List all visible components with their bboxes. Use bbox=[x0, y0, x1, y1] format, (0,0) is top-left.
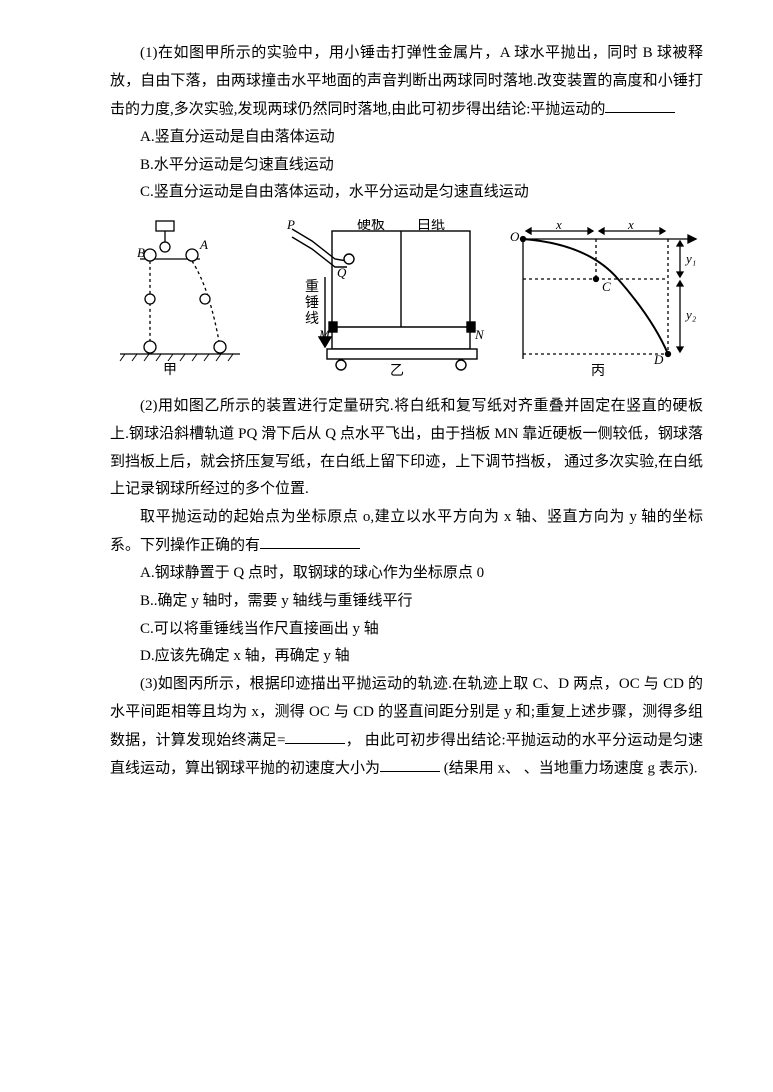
q3-post: (结果用 x、 、当地重力场速度 g 表示). bbox=[440, 760, 698, 776]
fig-bing-y2: y₂ bbox=[684, 307, 697, 322]
q2-p2-text: 取平抛运动的起始点为坐标原点 o,建立以水平方向为 x 轴、竖直方向为 y 轴的… bbox=[110, 509, 703, 553]
fig-bing-label: 丙 bbox=[591, 364, 605, 379]
q3-blank-2[interactable] bbox=[380, 755, 440, 773]
fig-yi-label: 乙 bbox=[390, 363, 404, 379]
fig-jia-label: 甲 bbox=[163, 363, 177, 378]
fig-bing-x2: x bbox=[627, 219, 634, 232]
q1-opt-b: B.水平分运动是匀速直线运动 bbox=[110, 152, 703, 180]
q3-blank-1[interactable] bbox=[285, 727, 345, 745]
q3-stem: (3)如图丙所示，根据印迹描出平抛运动的轨迹.在轨迹上取 C、D 两点，OC 与… bbox=[110, 671, 703, 783]
q1-blank[interactable] bbox=[605, 96, 675, 114]
q1-stem: (1)在如图甲所示的实验中，用小锤击打弹性金属片，A 球水平抛出，同时 B 球被… bbox=[110, 40, 703, 124]
fig-yi-p: P bbox=[286, 219, 295, 232]
q2-opt-b: B..确定 y 轴时，需要 y 轴线与重锤线平行 bbox=[110, 588, 703, 616]
fig-jia-a: A bbox=[199, 237, 208, 252]
figure-row: B A 甲 bbox=[110, 219, 703, 379]
q2-blank[interactable] bbox=[260, 532, 360, 550]
q2-p2: 取平抛运动的起始点为坐标原点 o,建立以水平方向为 x 轴、竖直方向为 y 轴的… bbox=[110, 504, 703, 560]
fig-bing-o: O bbox=[510, 229, 520, 244]
q2-opt-a: A.钢球静置于 Q 点时，取钢球的球心作为坐标原点 0 bbox=[110, 560, 703, 588]
figure-jia: B A 甲 bbox=[110, 219, 245, 379]
fig-yi-yingban: 硬板 bbox=[357, 219, 385, 233]
fig-yi-m: M bbox=[318, 327, 331, 342]
fig-yi-n: N bbox=[474, 327, 485, 342]
fig-bing-y1: y₁ bbox=[684, 251, 696, 266]
fig-yi-cx3: 线 bbox=[305, 311, 319, 327]
q2-p1: (2)用如图乙所示的装置进行定量研究.将白纸和复写纸对齐重叠并固定在竖直的硬板上… bbox=[110, 393, 703, 504]
fig-yi-cx2: 锤 bbox=[305, 295, 319, 311]
fig-yi-q: Q bbox=[337, 265, 347, 280]
q1-opt-c: C.竖直分运动是自由落体运动，水平分运动是匀速直线运动 bbox=[110, 179, 703, 207]
figure-bing: O x x C D y₁ y₂ 丙 bbox=[498, 219, 703, 379]
q2-opt-c: C.可以将重锤线当作尺直接画出 y 轴 bbox=[110, 616, 703, 644]
fig-yi-baizhi: 白纸 bbox=[417, 219, 445, 233]
q1-opt-a: A.竖直分运动是自由落体运动 bbox=[110, 124, 703, 152]
page: (1)在如图甲所示的实验中，用小锤击打弹性金属片，A 球水平抛出，同时 B 球被… bbox=[0, 0, 773, 843]
fig-bing-d: D bbox=[653, 352, 664, 367]
fig-yi-cx1: 重 bbox=[305, 279, 319, 295]
fig-bing-x1: x bbox=[555, 219, 562, 232]
fig-bing-c: C bbox=[602, 279, 611, 294]
fig-jia-b: B bbox=[137, 245, 145, 260]
figure-yi: 硬板 白纸 P Q 重 锤 线 M N 乙 bbox=[257, 219, 487, 379]
q2-opt-d: D.应该先确定 x 轴，再确定 y 轴 bbox=[110, 643, 703, 671]
